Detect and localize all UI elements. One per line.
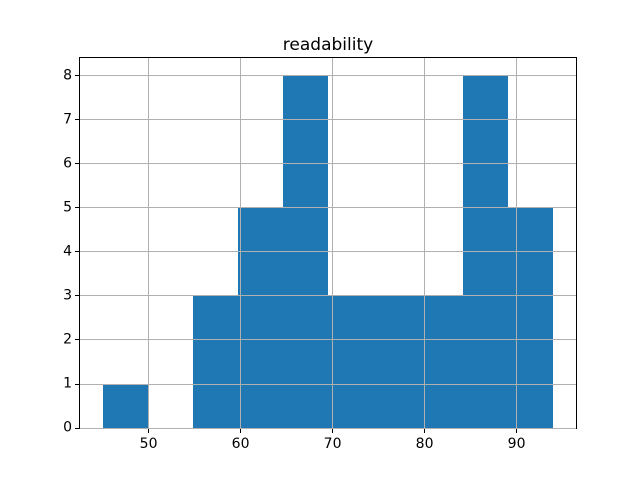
x-gridline xyxy=(240,58,242,428)
histogram-bar xyxy=(508,207,554,428)
y-gridline xyxy=(80,251,576,253)
y-tick-label: 6 xyxy=(63,155,72,172)
x-gridline xyxy=(332,58,334,428)
plot-area xyxy=(79,57,577,429)
y-tick-mark xyxy=(75,207,79,209)
histogram-bar xyxy=(237,207,283,428)
y-gridline xyxy=(80,119,576,121)
x-tick-label: 90 xyxy=(507,436,526,452)
y-tick-label: 8 xyxy=(63,67,72,84)
y-tick-mark xyxy=(75,163,79,165)
y-tick-mark xyxy=(75,383,79,385)
y-tick-mark xyxy=(75,119,79,121)
histogram-bar xyxy=(328,295,374,428)
histogram-bar xyxy=(373,295,419,428)
y-gridline xyxy=(80,75,576,77)
y-tick-label: 7 xyxy=(63,111,72,128)
x-tick-label: 70 xyxy=(323,436,342,452)
y-tick-mark xyxy=(75,295,79,297)
x-gridline xyxy=(516,58,518,428)
x-tick-mark xyxy=(516,429,518,433)
y-tick-label: 3 xyxy=(63,287,72,304)
histogram-bar xyxy=(102,384,148,428)
y-tick-mark xyxy=(75,251,79,253)
histogram-bar xyxy=(418,295,464,428)
y-gridline xyxy=(80,295,576,297)
y-tick-mark xyxy=(75,427,79,429)
y-gridline xyxy=(80,383,576,385)
y-gridline xyxy=(80,207,576,209)
x-tick-mark xyxy=(332,429,334,433)
x-tick-mark xyxy=(240,429,242,433)
chart-title: readability xyxy=(282,35,374,55)
y-tick-label: 4 xyxy=(63,243,72,260)
y-tick-mark xyxy=(75,75,79,77)
y-gridline xyxy=(80,427,576,429)
y-tick-label: 1 xyxy=(63,375,72,392)
y-tick-mark xyxy=(75,339,79,341)
x-gridline xyxy=(424,58,426,428)
x-tick-label: 50 xyxy=(139,436,158,452)
y-tick-label: 0 xyxy=(63,419,72,436)
x-tick-label: 60 xyxy=(231,436,250,452)
x-gridline xyxy=(148,58,150,428)
y-gridline xyxy=(80,163,576,165)
x-tick-label: 80 xyxy=(415,436,434,452)
x-tick-mark xyxy=(424,429,426,433)
x-tick-mark xyxy=(148,429,150,433)
y-tick-label: 5 xyxy=(63,199,72,216)
histogram-bar xyxy=(192,295,238,428)
y-gridline xyxy=(80,339,576,341)
y-tick-label: 2 xyxy=(63,331,72,348)
